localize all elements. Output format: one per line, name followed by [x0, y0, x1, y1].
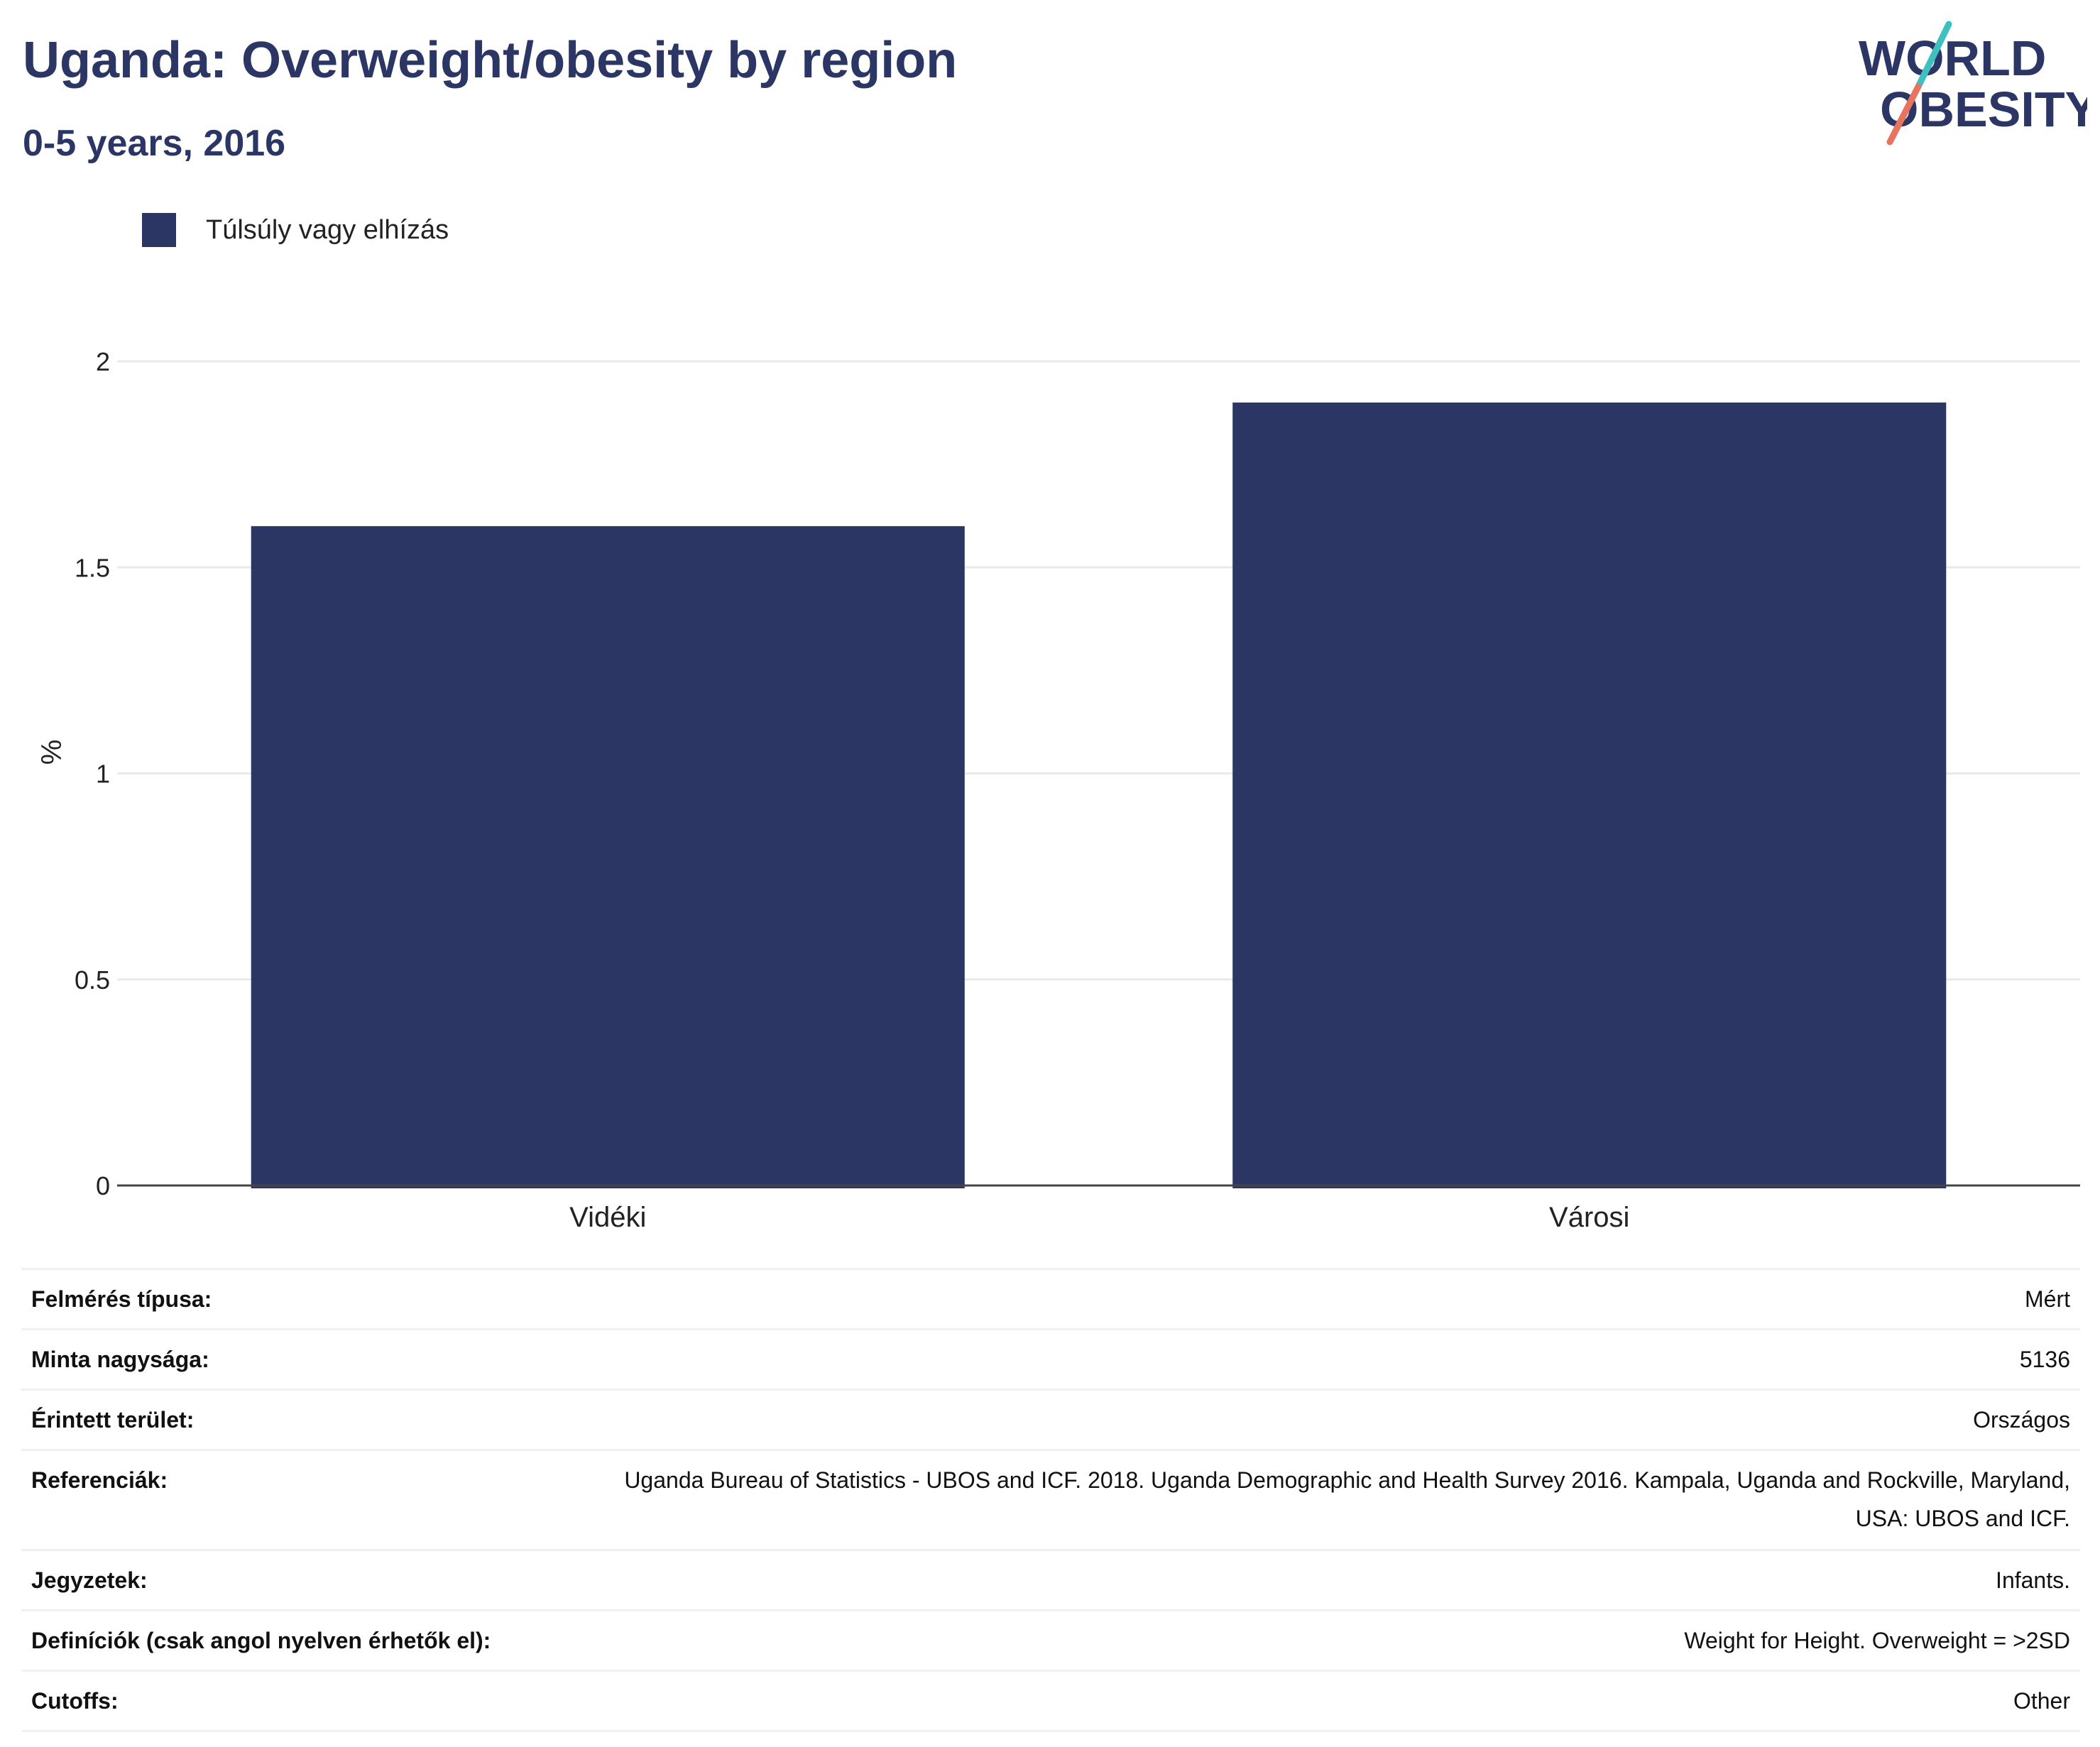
chart-legend: Túlsúly vagy elhízás	[142, 210, 449, 250]
metadata-row: Felmérés típusa: Mért	[21, 1269, 2080, 1330]
metadata-key: Referenciák:	[31, 1467, 168, 1493]
x-tick-label: Vidéki	[569, 1202, 646, 1233]
metadata-row: Érintett terület: Országos	[21, 1389, 2080, 1450]
metadata-value: Mért	[2025, 1286, 2070, 1312]
metadata-key: Felmérés típusa:	[31, 1286, 212, 1312]
y-tick-label: 0	[96, 1171, 110, 1200]
logo-line2: OBESITY	[1880, 82, 2087, 137]
metadata-value: Uganda Bureau of Statistics - UBOS and I…	[624, 1467, 2070, 1531]
page-subtitle: 0-5 years, 2016	[23, 123, 286, 164]
y-axis-title: %	[35, 740, 66, 765]
legend-swatch	[142, 213, 176, 247]
metadata-value: Weight for Height. Overweight = >2SD	[1684, 1628, 2070, 1653]
legend-label: Túlsúly vagy elhízás	[206, 214, 449, 245]
bar-urban	[1232, 402, 1947, 1188]
metadata-key: Definíciók (csak angol nyelven érhetők e…	[31, 1628, 491, 1653]
page-title: Uganda: Overweight/obesity by region	[23, 32, 958, 89]
metadata-key: Minta nagysága:	[31, 1347, 209, 1372]
x-tick-label: Városi	[1549, 1202, 1629, 1233]
y-tick-label: 1	[96, 760, 110, 789]
metadata-value: Országos	[1973, 1407, 2070, 1433]
world-obesity-logo: WORLD OBESITY	[1853, 20, 2098, 148]
bar-rural	[251, 526, 965, 1188]
metadata-key: Érintett terület:	[31, 1407, 195, 1433]
metadata-value: Other	[2013, 1688, 2070, 1714]
metadata-row: Minta nagysága: 5136	[21, 1329, 2080, 1390]
y-tick-label: 2	[96, 347, 110, 376]
metadata-value: 5136	[2019, 1347, 2070, 1372]
y-tick-label: 1.5	[75, 553, 110, 582]
metadata-row: Referenciák: Uganda Bureau of Statistics …	[21, 1450, 2080, 1550]
metadata-row: Jegyzetek: Infants.	[21, 1550, 2080, 1611]
bar-chart: 0 0.5 1 1.5 2 Vidéki Városi%	[35, 347, 2080, 1233]
metadata-row: Definíciók (csak angol nyelven érhetők e…	[21, 1610, 2080, 1671]
metadata-key: Cutoffs:	[31, 1688, 119, 1714]
metadata-row: Cutoffs: Other	[21, 1670, 2080, 1731]
logo-line1: WORLD	[1859, 31, 2046, 86]
metadata-key: Jegyzetek:	[31, 1567, 148, 1593]
survey-metadata-table: Felmérés típusa: Mért Minta nagysága: 5136 É…	[21, 1268, 2080, 1732]
y-tick-label: 0.5	[75, 965, 110, 995]
metadata-value: Infants.	[1996, 1567, 2070, 1593]
